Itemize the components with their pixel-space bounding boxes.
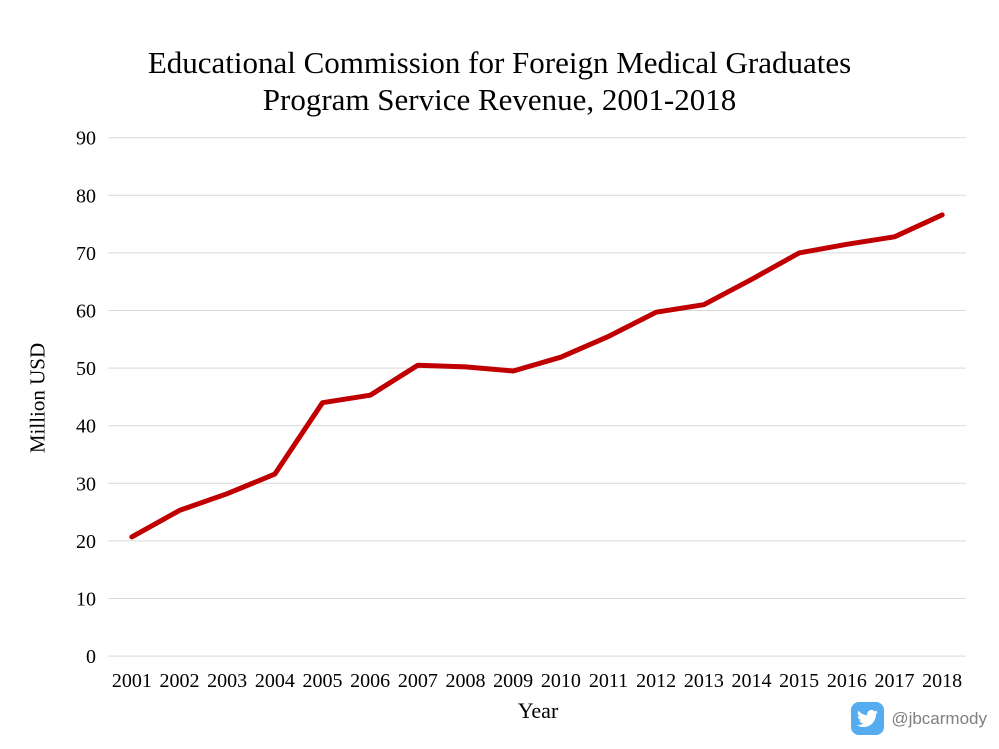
x-tick-label: 2009 — [493, 670, 533, 692]
x-tick-label: 2013 — [684, 670, 724, 692]
y-tick-label: 0 — [86, 646, 96, 668]
y-tick-label: 80 — [76, 185, 96, 207]
y-tick-label: 70 — [76, 243, 96, 265]
x-tick-label: 2007 — [398, 670, 438, 692]
x-tick-label: 2011 — [589, 670, 628, 692]
x-tick-label: 2008 — [446, 670, 486, 692]
x-tick-label: 2014 — [732, 670, 772, 692]
chart-title-line1: Educational Commission for Foreign Medic… — [147, 45, 852, 80]
twitter-handle: @jbcarmody — [891, 708, 987, 728]
x-tick-label: 2003 — [207, 670, 247, 692]
x-tick-label: 2018 — [922, 670, 962, 692]
twitter-attribution: @jbcarmody — [851, 702, 987, 735]
x-tick-label: 2015 — [779, 670, 819, 692]
x-tick-label: 2012 — [636, 670, 676, 692]
twitter-bird-icon — [857, 709, 879, 728]
x-tick-label: 2016 — [827, 670, 867, 692]
y-tick-label: 60 — [76, 301, 96, 323]
x-tick-label: 2002 — [160, 670, 200, 692]
chart-title: Educational Commission for Foreign Medic… — [0, 44, 999, 118]
x-tick-label: 2010 — [541, 670, 581, 692]
x-axis-title: Year — [517, 698, 559, 723]
y-tick-label: 30 — [76, 473, 96, 495]
x-tick-label: 2005 — [303, 670, 343, 692]
x-tick-label: 2004 — [255, 670, 295, 692]
chart-title-line2: Program Service Revenue, 2001-2018 — [262, 82, 737, 117]
y-tick-label: 50 — [76, 358, 96, 380]
x-tick-label: 2006 — [350, 670, 390, 692]
x-tick-label: 2001 — [112, 670, 152, 692]
revenue-line — [129, 212, 945, 540]
y-tick-label: 20 — [76, 531, 96, 553]
twitter-icon — [851, 702, 885, 735]
y-tick-label: 90 — [76, 128, 96, 150]
y-tick-label: 10 — [76, 589, 96, 611]
y-tick-label: 40 — [76, 416, 96, 438]
x-tick-label: 2017 — [875, 670, 915, 692]
